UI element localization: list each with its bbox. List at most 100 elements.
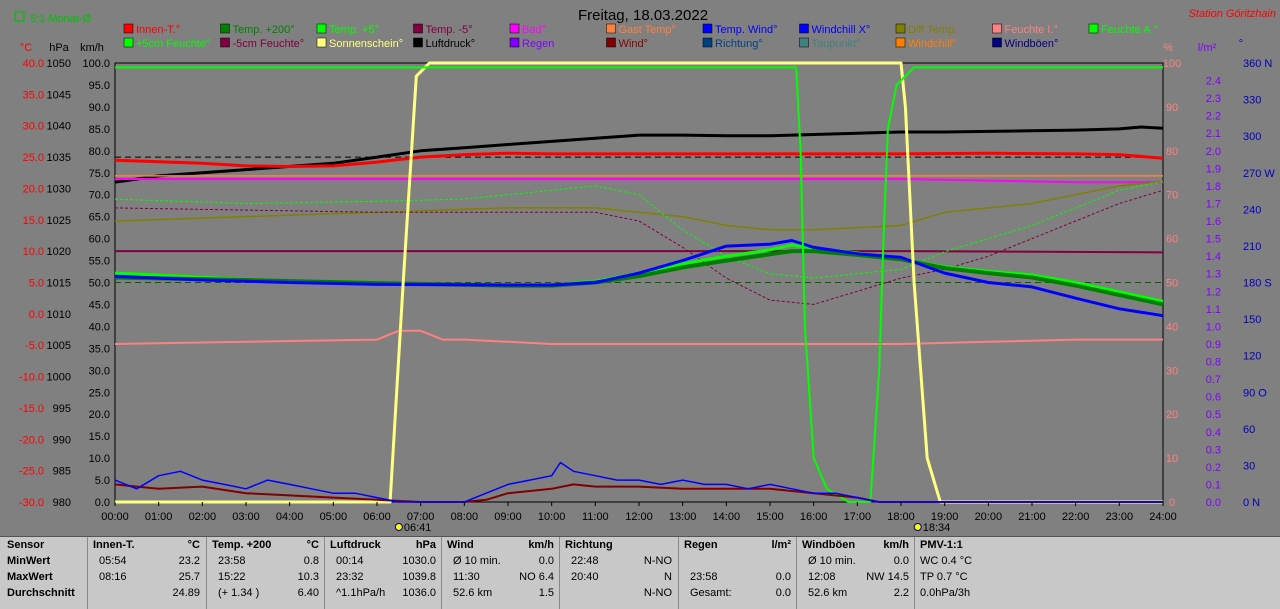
tick-rain: 0.3	[1206, 444, 1221, 456]
legend-swatch	[895, 37, 906, 48]
stats-row: Durchschnitt	[7, 585, 87, 601]
stats-header-label: Wind	[447, 539, 474, 551]
unit-pct: %	[1163, 42, 1173, 54]
tick-press: 1005	[47, 340, 71, 352]
stats-row: 0.0hPa/3h	[920, 585, 1030, 601]
tick-temp: 0.0	[29, 309, 44, 321]
tick-dir: 0 N	[1243, 497, 1260, 509]
stats-column-luftdruck: Luftdruck hPa 00:14 1030.0 23:32 1039.8 ^1.1hP…	[330, 537, 436, 609]
weather-chart: 40.0 35.0 30.0 25.0 20.0 15.0 10.0 5.0 0.0 -5.0 -1…	[14, 7, 1276, 534]
stats-separator	[324, 537, 325, 609]
stats-separator	[796, 537, 797, 609]
tick-wind: 55.0	[89, 256, 110, 268]
stats-column-pmv: PMV-1:1 WC 0.4 °C TP 0.7 °C 0.0hPa/3h	[920, 537, 1030, 609]
tick-wind: 75.0	[89, 168, 110, 180]
stats-header-unit: °C	[187, 539, 200, 551]
tick-x: 18:00	[887, 511, 915, 523]
stats-header-unit: km/h	[883, 539, 909, 551]
legend-swatch	[509, 23, 520, 34]
stats-cell-value: 0.0	[538, 555, 554, 567]
stats-row: 05:54 23.2	[93, 553, 200, 569]
tick-rain: 0.7	[1206, 374, 1221, 386]
legend-swatch	[895, 23, 906, 34]
monat-label[interactable]: 5:1 Monat-Ø	[30, 13, 92, 25]
stats-column-innen: Innen-T. °C 05:54 23.2 08:16 25.7 24.89	[93, 537, 200, 609]
stats-cell-value: 25.7	[178, 571, 200, 583]
legend-label: -5cm Feuchte°	[233, 38, 305, 50]
legend-swatch	[220, 23, 230, 34]
series-line-bad-	[115, 178, 1163, 184]
statistics-panel: Sensor MinWert MaxWert Durchschnitt Innen-T.…	[0, 536, 1280, 609]
stats-row: 12:08 NW 14.5	[802, 569, 909, 585]
stats-row: 11:30 NO 6.4	[447, 569, 554, 585]
tick-temp: 15.0	[23, 215, 44, 227]
stats-cell-label: Ø 10 min.	[808, 555, 856, 567]
tick-rain: 0.5	[1206, 409, 1221, 421]
station-name: Station Göritzhain	[1189, 8, 1276, 20]
series-line-windb-en-	[114, 461, 1163, 503]
stats-cell-value: N-NO	[643, 555, 672, 567]
stats-cell-label: 23:58	[218, 555, 246, 567]
tick-pct: 0	[1169, 497, 1175, 509]
stats-separator	[914, 537, 915, 609]
tick-dir: 240	[1243, 204, 1261, 216]
tick-x: 24:00	[1149, 511, 1177, 523]
stats-header-label: PMV-1:1	[920, 539, 963, 551]
unit-press: hPa	[49, 42, 69, 54]
stats-column-wind: Wind km/h Ø 10 min. 0.0 11:30 NO 6.4 52.6 km 1.…	[447, 537, 554, 609]
tick-rain: 0.1	[1206, 479, 1221, 491]
tick-temp: 10.0	[23, 246, 44, 258]
stats-column-regen: Regen l/m² 23:58 0.0 Gesamt: 0.0	[684, 537, 791, 609]
legend-label: Windböen°	[1005, 38, 1059, 50]
stats-separator	[87, 537, 88, 609]
tick-temp: -25.0	[19, 466, 44, 478]
tick-temp: 40.0	[23, 58, 44, 70]
stats-cell-label: 15:22	[218, 571, 246, 583]
tick-rain: 1.2	[1206, 286, 1221, 298]
tick-rain: 0.4	[1206, 427, 1221, 439]
stats-cell-value: 0.0	[893, 555, 909, 567]
tick-wind: 90.0	[89, 102, 110, 114]
tick-temp: -10.0	[19, 372, 44, 384]
tick-x: 13:00	[669, 511, 697, 523]
stats-cell-value: N-NO	[643, 587, 672, 599]
stats-row: N-NO	[565, 585, 672, 601]
tick-temp: -20.0	[19, 434, 44, 446]
monat-checkbox-icon[interactable]	[14, 11, 25, 22]
tick-rain: 0.6	[1206, 392, 1221, 404]
tick-x: 06:00	[363, 511, 391, 523]
series-line-temp-wind-	[114, 239, 1164, 318]
legend-swatch	[413, 37, 423, 48]
legend-label: Windchill°	[908, 38, 956, 50]
tick-x: 07:00	[407, 511, 435, 523]
legend-swatch	[123, 37, 134, 48]
tick-dir: 360 N	[1243, 58, 1272, 70]
stats-cell-label: 52.6 km	[808, 587, 848, 599]
stats-row: Gesamt: 0.0	[684, 585, 791, 601]
tick-rain: 1.9	[1206, 163, 1221, 175]
unit-temp: °C	[20, 42, 32, 54]
legend-swatch	[123, 23, 134, 34]
tick-temp: -15.0	[19, 403, 44, 415]
legend-swatch	[606, 37, 616, 48]
stats-cell-label: 05:54	[99, 555, 127, 567]
legend-swatch	[413, 23, 423, 34]
tick-dir: 180 S	[1243, 278, 1272, 290]
stats-row: MinWert	[7, 553, 87, 569]
stats-cell-label: ^1.1hPa/h	[336, 587, 386, 599]
tick-press: 1040	[47, 121, 71, 133]
legend-label: Temp. Wind°	[715, 24, 777, 36]
tick-dir: 150	[1243, 314, 1261, 326]
tick-press: 1010	[47, 309, 71, 321]
sunrise-time: 06:41	[404, 522, 432, 534]
tick-pct: 100	[1163, 58, 1181, 70]
stats-header: Windböen km/h	[802, 537, 909, 553]
stats-cell-label: WC 0.4 °C	[920, 555, 973, 567]
series-line--5cm-feuchte-	[114, 189, 1164, 305]
stats-header: Sensor	[7, 537, 87, 553]
tick-press: 1025	[47, 215, 71, 227]
tick-pct: 90	[1166, 102, 1178, 114]
tick-press: 1035	[47, 152, 71, 164]
unit-dir: °	[1239, 38, 1243, 50]
tick-x: 10:00	[538, 511, 566, 523]
